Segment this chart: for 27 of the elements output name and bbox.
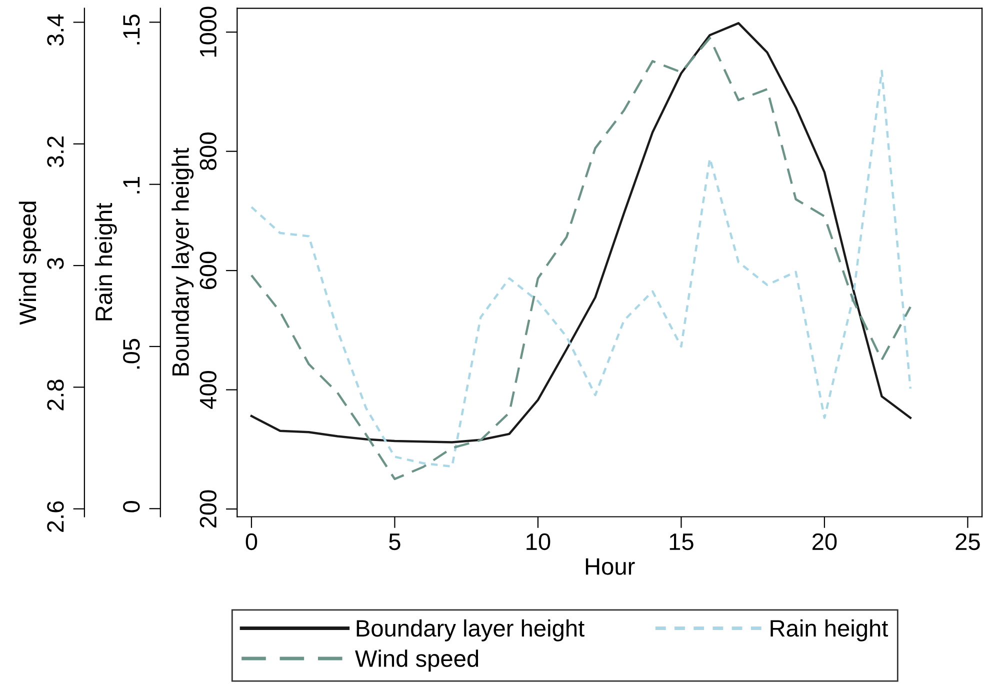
y2-axis-title: Rain height: [94, 202, 117, 320]
x-axis-title: Hour: [586, 558, 635, 575]
y-tick-label: 1000: [200, 6, 217, 57]
y3-tick-label: 2.6: [47, 501, 64, 532]
y-tick-label: 600: [200, 252, 217, 290]
y3-axis-title: Wind speed: [18, 202, 41, 325]
y2-tick-label: .1: [123, 176, 140, 194]
y-tick-label: 200: [200, 490, 217, 528]
legend-label: Wind speed: [355, 650, 478, 672]
y2-tick-label: 0: [123, 501, 140, 512]
y3-tick-label: 2.8: [47, 380, 64, 410]
y-axis-title: Boundary layer height: [172, 148, 194, 376]
y3-tick-label: 3: [47, 258, 64, 270]
x-tick-label: 0: [246, 533, 258, 550]
y2-tick-label: .15: [123, 14, 140, 44]
legend-label: Rain height: [770, 619, 888, 642]
x-tick-label: 10: [526, 533, 550, 550]
x-tick-label: 20: [812, 533, 837, 550]
y-tick-label: 400: [200, 371, 217, 409]
y-tick-label: 800: [200, 132, 217, 170]
x-tick-label: 15: [670, 534, 694, 550]
x-tick-label: 5: [389, 534, 400, 550]
legend-label: Boundary layer height: [356, 619, 584, 642]
y3-tick-label: 3.2: [47, 136, 64, 168]
x-tick-label: 25: [956, 533, 980, 550]
y3-tick-label: 3.4: [47, 14, 64, 46]
y2-tick-label: .05: [123, 338, 140, 369]
